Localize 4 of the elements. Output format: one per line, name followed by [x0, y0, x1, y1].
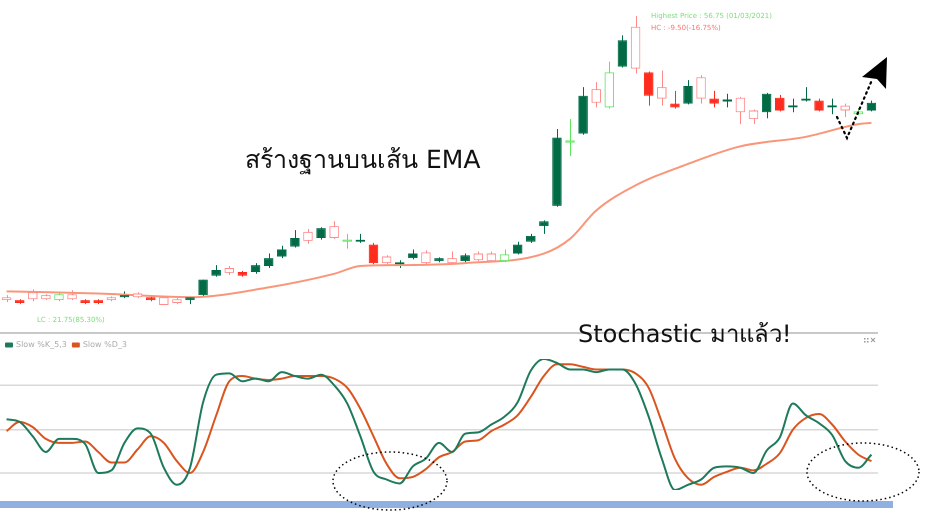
text: Stochastic มาแล้ว! [578, 320, 792, 348]
legend-label: Slow %K_5,3 [16, 340, 67, 350]
annotation: สร้างฐานบนเส้น EMA [245, 145, 480, 174]
legend-label: Slow %D_3 [82, 340, 127, 350]
